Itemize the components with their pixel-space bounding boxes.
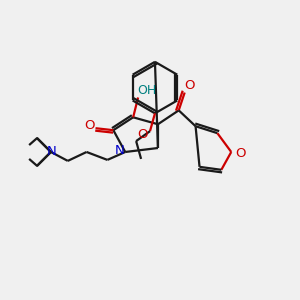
Text: N: N [114, 145, 124, 158]
Text: OH: OH [137, 84, 157, 97]
Text: O: O [235, 148, 245, 160]
Text: O: O [137, 128, 147, 141]
Text: N: N [47, 146, 57, 158]
Text: O: O [184, 79, 195, 92]
Text: O: O [84, 119, 95, 132]
